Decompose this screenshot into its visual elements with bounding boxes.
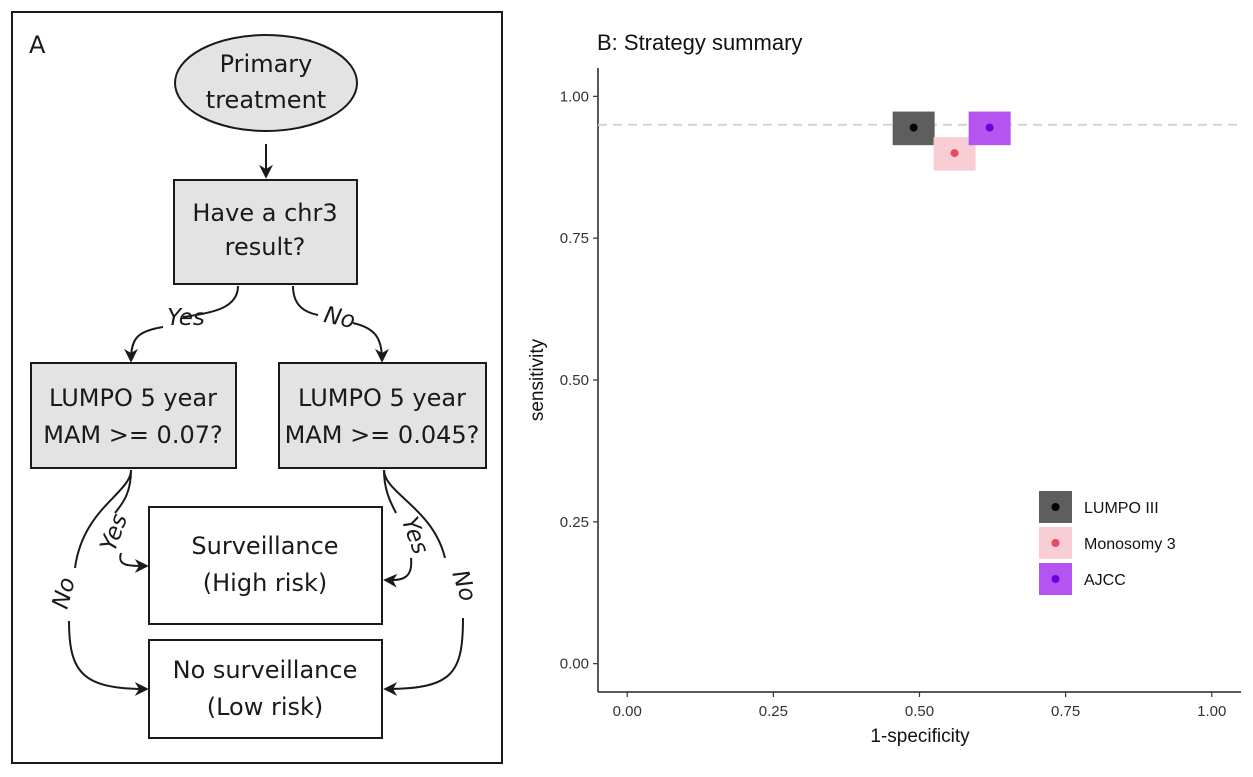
edge-chr3-no-a [292,285,319,316]
left-question-node: LUMPO 5 year MAM >= 0.07? [30,362,237,469]
chr3-decision-node: Have a chr3 result? [173,179,358,285]
y-tick-label: 0.50 [560,372,589,389]
flowchart-panel: A Primary treatment Have a chr3 result? … [11,11,503,764]
chr3-node-line2: result? [225,233,306,261]
legend: LUMPO III Monosomy 3 AJCC [1039,491,1176,595]
start-node-line1: Primary [220,50,313,78]
legend-label: Monosomy 3 [1084,536,1176,553]
legend-key-point [1051,503,1060,511]
high-risk-node: Surveillance (High risk) [148,506,383,625]
edge-label-chr3-yes: Yes [167,305,205,331]
low-risk-node: No surveillance (Low risk) [148,639,383,739]
edge-label-right-yes: Yes [396,513,433,557]
start-node: Primary treatment [174,34,358,132]
edge-left-yes-a [114,469,132,514]
strategy-summary-chart: B: Strategy summary 0.00 0.25 0.50 0.75 1.00… [527,30,1241,747]
left-question-line1: LUMPO 5 year [49,384,217,412]
data-point [950,149,959,158]
left-question-line2: MAM >= 0.07? [43,421,222,449]
high-risk-line1: Surveillance [191,532,338,560]
x-tick-label: 1.00 [1197,703,1226,720]
chr3-node-line1: Have a chr3 [192,199,337,227]
y-tick-label: 0.00 [560,656,589,673]
strategy-summary-panel: B: Strategy summary 0.00 0.25 0.50 0.75 1.00… [520,0,1253,777]
edge-label-left-no: No [48,575,81,612]
edge-label-right-no: No [446,567,480,605]
edge-right-yes-b [383,557,413,588]
low-risk-line1: No surveillance [173,656,358,684]
edge-chr3-yes-a [182,285,239,318]
y-tick-label: 0.75 [560,230,589,247]
edge-label-left-yes: Yes [96,510,133,554]
panel-a-label: A [29,31,46,59]
edge-left-no-b [68,620,149,696]
edge-label-chr3-no: No [321,302,357,334]
right-question-line2: MAM >= 0.045? [285,421,480,449]
right-question-line1: LUMPO 5 year [298,384,466,412]
chart-title: B: Strategy summary [597,30,802,55]
legend-key-point [1051,539,1060,547]
y-tick-label: 1.00 [560,88,589,105]
data-points [892,111,1011,171]
data-point [909,123,918,132]
edge-right-no-b [383,617,464,696]
edge-left-yes-b [119,552,149,573]
right-question-node: LUMPO 5 year MAM >= 0.045? [278,362,487,469]
x-axis-title: 1-specificity [870,726,970,747]
y-ticks: 0.00 0.25 0.50 0.75 1.00 [560,88,598,673]
data-point [985,123,994,132]
edge-right-no-a [383,469,446,559]
flowchart-svg: A Primary treatment Have a chr3 result? … [29,31,487,739]
edge-left-no-a [74,469,132,569]
legend-key-point [1051,575,1060,583]
legend-label: LUMPO III [1084,500,1159,517]
x-tick-label: 0.00 [613,703,642,720]
edge-chr3-no-b [352,322,389,363]
x-tick-label: 0.25 [759,703,788,720]
y-axis-title: sensitivity [527,338,548,421]
x-tick-label: 0.75 [1051,703,1080,720]
low-risk-line2: (Low risk) [207,693,324,721]
chart-axes [597,68,1241,693]
edge-chr3-yes-b [124,326,164,363]
high-risk-line2: (High risk) [203,569,327,597]
y-tick-label: 0.25 [560,514,589,531]
start-node-line2: treatment [206,86,326,114]
x-ticks: 0.00 0.25 0.50 0.75 1.00 [613,692,1226,720]
legend-label: AJCC [1084,572,1126,589]
x-tick-label: 0.50 [905,703,934,720]
